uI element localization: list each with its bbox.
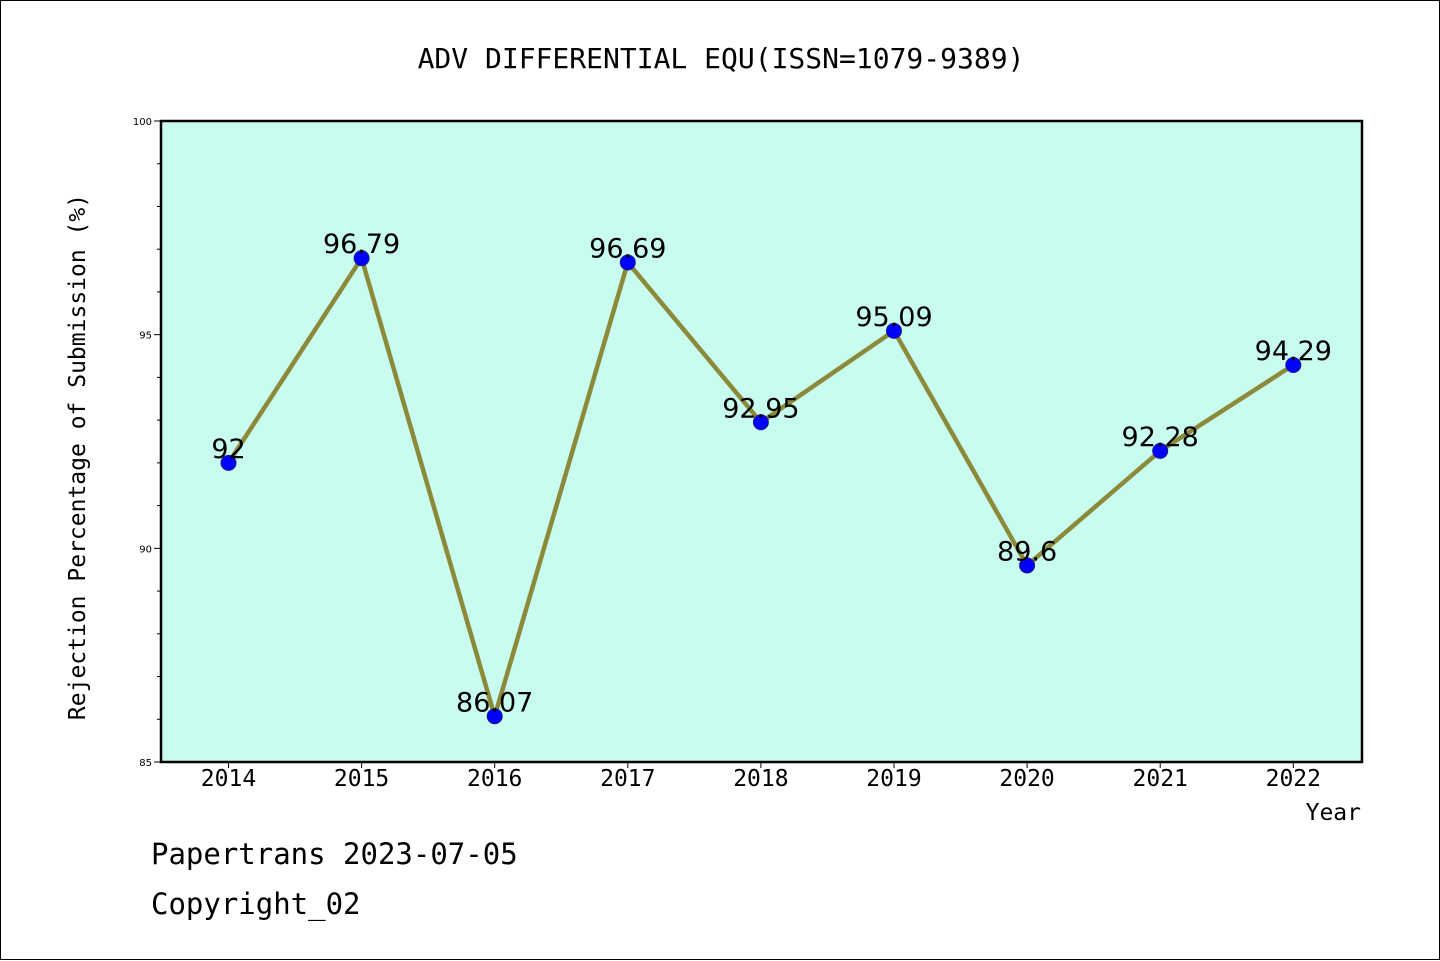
data-point-marker xyxy=(1152,442,1169,459)
data-point-marker xyxy=(752,414,769,431)
data-point-marker xyxy=(486,708,503,725)
data-point-marker xyxy=(353,250,370,267)
data-label: 94.29 xyxy=(1255,336,1332,367)
plot-border xyxy=(159,119,1364,764)
x-tick-label: 2020 xyxy=(999,766,1054,792)
data-point-marker xyxy=(220,454,237,471)
x-tick-label: 2016 xyxy=(467,766,522,792)
x-tick-label: 2015 xyxy=(334,766,389,792)
x-tick-label: 2022 xyxy=(1266,766,1321,792)
data-label: 96.69 xyxy=(589,233,666,264)
chart-title: ADV DIFFERENTIAL EQU(ISSN=1079-9389) xyxy=(418,42,1025,75)
data-label: 89.6 xyxy=(997,536,1057,567)
data-series: 92 96.79 86.07 96.69 92.95 95.09 89.6 92.28 94.2… xyxy=(211,229,1332,725)
footer-copyright: Copyright_02 xyxy=(151,887,361,921)
plot-area xyxy=(161,121,1362,762)
data-label: 86.07 xyxy=(456,687,533,718)
x-axis: 2014 2015 2016 2017 2018 2019 2020 2021 2022 xyxy=(201,762,1321,792)
y-axis-label: Rejection Percentage of Submission (%) xyxy=(65,194,91,720)
x-tick-label: 2019 xyxy=(866,766,921,792)
data-point-marker xyxy=(619,254,636,271)
data-label: 92.28 xyxy=(1122,422,1199,453)
x-tick-label: 2017 xyxy=(600,766,655,792)
x-tick-label: 2018 xyxy=(733,766,788,792)
data-label: 92 xyxy=(211,434,245,465)
y-tick-label: 100 xyxy=(133,117,152,128)
data-point-marker xyxy=(1019,557,1036,574)
footer-source: Papertrans 2023-07-05 xyxy=(151,837,518,871)
data-label: 96.79 xyxy=(323,229,400,260)
y-tick-label: 90 xyxy=(139,544,152,555)
x-tick-label: 2021 xyxy=(1133,766,1188,792)
data-point-marker xyxy=(1285,357,1302,374)
x-axis-label: Year xyxy=(1306,800,1361,826)
x-tick-label: 2014 xyxy=(201,766,256,792)
y-tick-label: 95 xyxy=(139,331,152,342)
data-label: 92.95 xyxy=(722,393,799,424)
y-tick-label: 85 xyxy=(139,758,152,769)
data-point-marker xyxy=(886,322,902,339)
y-axis: 85 90 95 100 xyxy=(133,117,161,769)
data-label: 95.09 xyxy=(855,302,932,333)
